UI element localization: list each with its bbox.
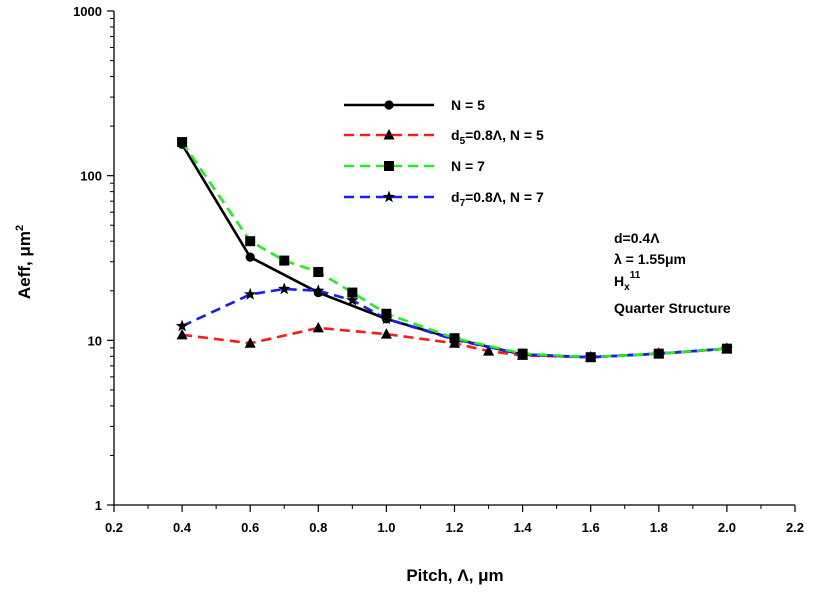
y-tick-label: 10 xyxy=(88,333,102,348)
data-point xyxy=(517,348,528,359)
series-3 xyxy=(175,282,734,363)
legend-item: N = 7 xyxy=(344,158,485,174)
axes: 0.2 0.4 0.6 0.8 1.0 1.2 1.4 1.6 1.8 2.0 2.2 1 10 100 1… xyxy=(73,4,804,535)
x-tick-label: 2.2 xyxy=(786,520,804,535)
x-tick-label: 0.6 xyxy=(241,520,259,535)
data-point xyxy=(245,252,255,262)
data-point xyxy=(347,287,358,298)
y-tick-label: 100 xyxy=(80,169,102,184)
legend-item: N = 5 xyxy=(344,97,485,113)
legend-item: d5=0.8Λ, N = 5 xyxy=(344,127,544,147)
series-2 xyxy=(177,137,732,363)
legend-label: N = 7 xyxy=(451,158,485,174)
data-point xyxy=(383,129,395,140)
data-point xyxy=(380,328,392,339)
legend-label: N = 5 xyxy=(451,97,485,113)
data-point xyxy=(244,287,257,300)
data-point xyxy=(177,137,188,148)
x-tick-label: 1.0 xyxy=(377,520,395,535)
data-point xyxy=(381,308,392,319)
data-point xyxy=(175,319,189,332)
data-point xyxy=(278,282,291,295)
x-tick-label: 0.8 xyxy=(309,520,327,535)
annotation-structure: Quarter Structure xyxy=(614,300,731,316)
y-axis-title: Aeff, μm2 xyxy=(14,225,34,299)
legend-item: d7=0.8Λ, N = 7 xyxy=(344,189,544,209)
data-point xyxy=(176,328,188,340)
legend-label: d5=0.8Λ, N = 5 xyxy=(451,127,544,147)
data-point xyxy=(384,161,394,171)
data-point xyxy=(245,236,256,247)
data-point xyxy=(653,348,664,359)
x-tick-label: 0.2 xyxy=(105,520,123,535)
annotation-mode: Hx11 xyxy=(614,270,641,293)
x-axis-title: Pitch, Λ, μm xyxy=(406,566,503,585)
series-line xyxy=(181,326,727,359)
data-point xyxy=(244,337,256,348)
series-layer xyxy=(175,137,734,363)
x-tick-label: 1.2 xyxy=(445,520,463,535)
x-tick-label: 1.4 xyxy=(514,520,533,535)
y-tick-label: 1000 xyxy=(73,4,102,19)
data-point xyxy=(346,293,359,306)
x-tick-label: 1.8 xyxy=(650,520,668,535)
x-tick-label: 2.0 xyxy=(718,520,736,535)
x-tick-label: 1.6 xyxy=(582,520,600,535)
data-point xyxy=(313,267,324,278)
data-point xyxy=(721,343,732,354)
data-point xyxy=(382,190,396,203)
data-point xyxy=(449,333,460,344)
annotation-block: d=0.4Λ λ = 1.55μm Hx11 Quarter Structure xyxy=(614,230,731,316)
data-point xyxy=(483,345,495,356)
data-point xyxy=(279,255,290,266)
legend-label: d7=0.8Λ, N = 7 xyxy=(451,189,544,209)
data-point xyxy=(312,284,325,297)
data-point xyxy=(585,352,596,363)
data-point xyxy=(384,100,394,110)
legend: N = 5 d5=0.8Λ, N = 5 N = 7 d7=0.8Λ, N = 7 xyxy=(344,97,544,209)
x-tick-label: 0.4 xyxy=(173,520,192,535)
y-tick-label: 1 xyxy=(95,498,102,513)
data-point xyxy=(312,321,324,333)
annotation-lambda: λ = 1.55μm xyxy=(614,251,686,267)
series-line xyxy=(181,141,727,359)
annotation-d: d=0.4Λ xyxy=(614,230,660,246)
